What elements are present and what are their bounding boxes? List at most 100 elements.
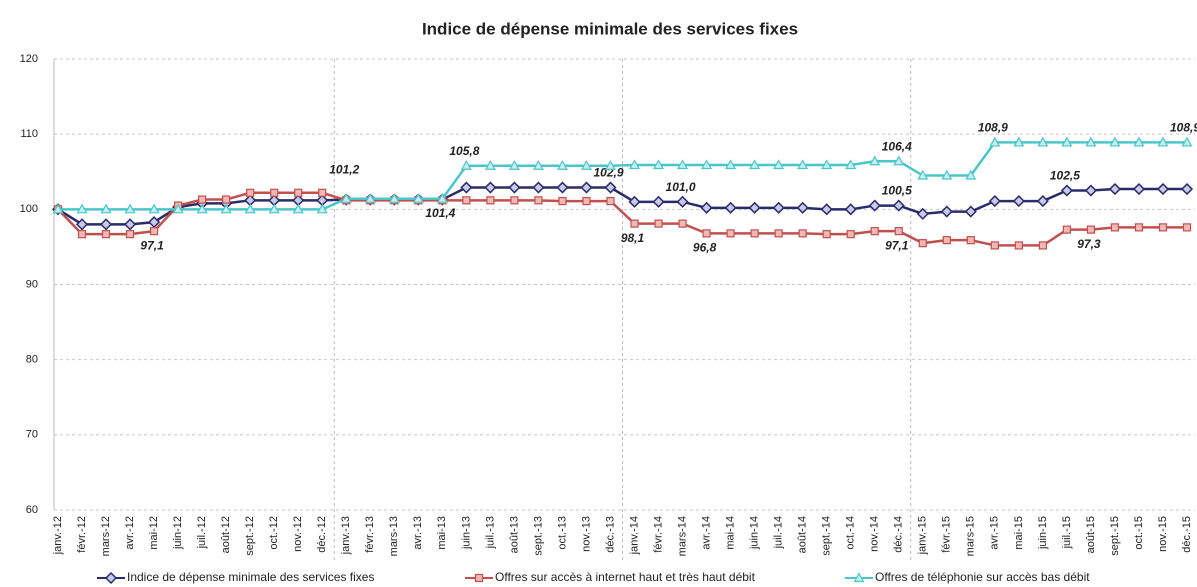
x-tick-label: juin-14 [749, 516, 761, 550]
x-tick-label: sept.-14 [821, 516, 833, 556]
x-tick-label: août-14 [797, 516, 809, 553]
marker [990, 241, 999, 250]
marker [677, 159, 689, 170]
marker [484, 181, 497, 194]
x-tick-label: août-12 [220, 516, 232, 553]
marker [1110, 223, 1120, 232]
legend-marker [474, 573, 484, 583]
marker [1062, 225, 1071, 234]
marker [893, 155, 905, 166]
marker [220, 203, 232, 214]
marker [700, 201, 713, 214]
x-tick-label: juin-13 [460, 516, 472, 550]
marker [125, 230, 135, 239]
value-label: 108,9 [1170, 121, 1197, 135]
marker [196, 203, 208, 214]
marker [940, 205, 953, 218]
marker [1037, 136, 1049, 147]
legend-marker [104, 571, 118, 585]
marker [532, 181, 545, 194]
marker [1156, 182, 1170, 196]
marker [678, 219, 687, 228]
marker [942, 236, 951, 245]
value-label: 101,4 [425, 206, 455, 220]
y-tick-label: 120 [20, 53, 38, 65]
marker [172, 203, 184, 214]
value-label: 105,8 [449, 144, 479, 158]
marker [724, 201, 737, 214]
marker [846, 230, 855, 239]
marker [1180, 182, 1194, 196]
marker [124, 203, 136, 214]
marker [628, 195, 641, 208]
marker [532, 160, 544, 170]
marker [486, 196, 495, 205]
marker [868, 199, 881, 212]
marker [701, 159, 713, 170]
marker [1061, 136, 1073, 147]
y-tick-label: 90 [26, 278, 38, 290]
marker [1182, 223, 1192, 232]
marker [99, 218, 113, 231]
x-tick-label: mai-15 [1013, 516, 1025, 550]
marker [364, 193, 376, 203]
marker [388, 193, 400, 203]
x-tick-label: oct.-14 [845, 516, 857, 550]
marker [580, 160, 592, 170]
x-tick-label: févr.-15 [941, 516, 953, 553]
x-tick-label: août-13 [508, 516, 520, 553]
x-tick-label: déc.-14 [893, 516, 905, 553]
marker [604, 181, 617, 194]
marker [798, 229, 807, 238]
x-tick-label: avr.-13 [412, 516, 424, 550]
marker [630, 219, 639, 228]
marker [198, 195, 207, 204]
marker [100, 203, 112, 214]
x-tick-label: oct.-12 [268, 516, 280, 550]
marker [460, 181, 473, 194]
y-tick-label: 60 [26, 504, 38, 516]
x-tick-label: mai-13 [436, 516, 448, 550]
x-tick-label: juin-15 [1037, 516, 1049, 550]
marker [1038, 241, 1047, 250]
marker [508, 160, 520, 170]
x-tick-label: mars-15 [965, 516, 977, 556]
marker [436, 193, 448, 203]
x-tick-label: nov.-13 [580, 516, 592, 552]
y-tick-label: 100 [20, 203, 38, 215]
value-label: 101,2 [329, 162, 359, 176]
marker [964, 205, 977, 218]
marker [749, 159, 761, 170]
marker [916, 207, 929, 220]
legend-marker [853, 572, 865, 583]
value-label: 96,8 [693, 241, 717, 255]
x-tick-label: févr.-14 [652, 516, 664, 553]
marker [556, 160, 568, 170]
y-tick-label: 70 [26, 429, 38, 441]
legend-label: Indice de dépense minimale des services … [127, 570, 374, 584]
marker [820, 203, 833, 216]
value-label: 97,3 [1077, 237, 1101, 251]
value-label: 106,4 [882, 139, 912, 153]
x-tick-label: nov.-15 [1157, 516, 1169, 552]
marker [1157, 136, 1169, 147]
x-tick-label: sept.-12 [244, 516, 256, 556]
x-tick-label: sept.-13 [532, 516, 544, 556]
x-tick-label: avr.-12 [124, 516, 136, 550]
marker [726, 229, 735, 238]
marker [1132, 182, 1146, 196]
marker [244, 203, 256, 214]
value-label: 102,9 [593, 166, 623, 180]
marker [748, 201, 761, 214]
marker [773, 159, 785, 170]
marker [1014, 241, 1023, 250]
x-tick-label: janv.-13 [340, 516, 352, 555]
x-tick-label: août-15 [1085, 516, 1097, 553]
marker [318, 188, 327, 197]
series-line [58, 141, 1187, 211]
marker [1085, 136, 1097, 147]
legend-label: Offres sur accès à internet haut et très… [495, 570, 756, 584]
marker [1086, 225, 1096, 234]
marker [1012, 195, 1025, 208]
